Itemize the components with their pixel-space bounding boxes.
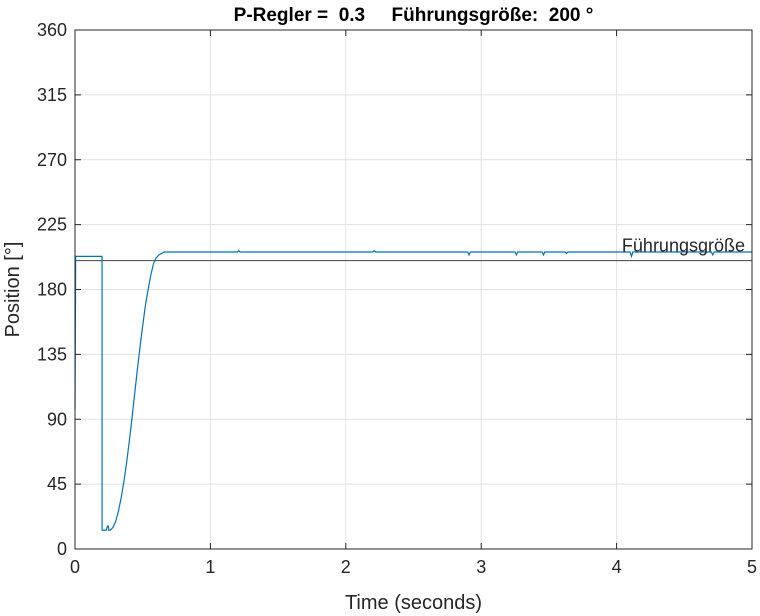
x-axis-title: Time (seconds): [345, 592, 482, 614]
y-tick-label: 270: [37, 150, 67, 170]
y-tick-label: 180: [37, 280, 67, 300]
x-tick-label: 1: [205, 557, 215, 577]
x-tick-label: 4: [612, 557, 622, 577]
chart-title: P-Regler = 0.3 Führungsgröße: 200 °: [234, 5, 594, 26]
x-tick-label: 2: [341, 557, 351, 577]
position-series-line: [74, 249, 752, 531]
y-tick-label: 0: [57, 539, 67, 559]
y-tick-label: 360: [37, 20, 67, 40]
reference-label: Führungsgröße: [622, 236, 745, 256]
y-tick-label: 45: [47, 474, 67, 494]
y-tick-label: 90: [47, 409, 67, 429]
y-tick-label: 315: [37, 85, 67, 105]
y-axis-title: Position [°]: [2, 242, 24, 338]
x-tick-label: 3: [476, 557, 486, 577]
x-tick-label: 5: [747, 557, 757, 577]
grid: [74, 29, 753, 550]
y-tick-label: 135: [37, 344, 67, 364]
x-tick-label: 0: [70, 557, 80, 577]
y-tick-label: 225: [37, 215, 67, 235]
